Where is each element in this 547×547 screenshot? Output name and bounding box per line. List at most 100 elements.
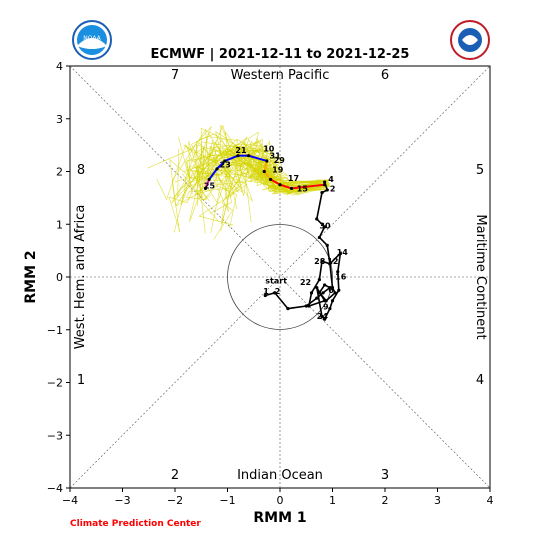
phase-label-8: 8	[77, 163, 85, 178]
forecast-point	[207, 177, 211, 182]
ensemble-member-tracks	[147, 124, 331, 240]
phase-label-6: 6	[381, 68, 389, 83]
observed-point	[330, 285, 335, 290]
forecast-point	[246, 154, 251, 158]
observed-day-label: 1	[263, 287, 269, 296]
forecast-point	[265, 159, 269, 163]
forecast-segment	[279, 183, 292, 190]
forecast-segment	[248, 154, 268, 162]
y-tick-label: 4	[56, 60, 63, 73]
y-axis-label: RMM 2	[23, 250, 39, 303]
ensemble-member-line	[197, 146, 320, 202]
forecast-point	[223, 159, 227, 163]
x-tick-label: 1	[329, 494, 336, 507]
forecast-day-label: 10	[263, 144, 275, 153]
observed-point	[328, 285, 332, 290]
observed-point	[323, 225, 327, 229]
observed-point	[323, 299, 327, 303]
ensemble-member-line	[175, 141, 322, 207]
y-tick-label: 1	[56, 218, 63, 231]
observed-day-label: 24	[317, 312, 329, 321]
forecast-point	[262, 169, 266, 174]
y-tick-label: −1	[47, 324, 63, 337]
observed-point	[315, 217, 319, 221]
observed-point	[304, 304, 308, 308]
region-label-bottom: Indian Ocean	[237, 468, 323, 483]
noaa-logo: NOAA	[72, 20, 112, 60]
observed-point	[333, 291, 337, 295]
forecast-segment	[291, 183, 325, 190]
observed-day-label: 30	[319, 221, 331, 230]
unit-circle	[227, 224, 333, 330]
observed-point	[263, 293, 267, 298]
phase-label-2: 2	[171, 468, 179, 483]
ensemble-member-line	[190, 124, 329, 191]
forecast-segment	[270, 178, 281, 186]
observed-point	[338, 251, 342, 255]
observed-point	[309, 291, 314, 295]
forecast-segment	[208, 168, 218, 181]
observed-point	[328, 262, 332, 266]
x-axis-label: RMM 1	[253, 510, 306, 526]
x-tick-label: −4	[62, 494, 78, 507]
forecast-day-label: 21	[235, 146, 247, 155]
forecast-day-label: 31	[270, 151, 282, 160]
forecast-day-label: 25	[204, 181, 216, 190]
observed-point	[337, 288, 341, 292]
observed-point	[317, 278, 321, 282]
x-tick-label: −3	[114, 494, 130, 507]
forecast-segment	[224, 154, 239, 162]
observed-day-label: 28	[314, 257, 326, 266]
x-tick-label: −1	[219, 494, 235, 507]
nws-logo	[450, 20, 490, 60]
region-label-left: West. Hem. and Africa	[73, 205, 88, 350]
x-tick-label: 0	[277, 494, 284, 507]
forecast-segment	[263, 160, 268, 172]
cpc-credit: Climate Prediction Center	[70, 519, 201, 529]
observed-day-label: start	[265, 276, 287, 285]
ensemble-member-line	[194, 164, 328, 195]
observed-point	[323, 317, 327, 321]
noaa-logo-text: NOAA	[83, 35, 101, 42]
observed-day-label: 2	[330, 185, 336, 194]
observed-day-label: 6	[328, 286, 334, 295]
phase-label-1: 1	[77, 373, 85, 388]
observed-point	[317, 235, 321, 240]
observed-point	[321, 291, 325, 295]
y-tick-label: −2	[47, 377, 63, 390]
observed-point	[320, 259, 324, 263]
forecast-day-label: 19	[272, 166, 284, 175]
forecast-point	[289, 186, 294, 190]
observed-point	[320, 191, 324, 195]
x-tick-label: 3	[434, 494, 441, 507]
forecast-segment	[216, 160, 226, 170]
forecast-day-label: 23	[220, 160, 231, 169]
x-tick-label: −2	[167, 494, 183, 507]
observed-day-label: 9	[323, 303, 329, 312]
ensemble-member-line	[147, 126, 320, 194]
observed-point	[315, 285, 319, 290]
forecast-point	[323, 183, 327, 187]
observed-point	[325, 243, 329, 247]
ensemble-member-line	[181, 127, 322, 200]
forecast-point	[203, 186, 208, 190]
y-tick-label: −4	[47, 482, 63, 495]
y-tick-label: 3	[56, 113, 63, 126]
observed-day-label: 16	[335, 273, 347, 282]
chart-title: ECMWF | 2021-12-11 to 2021-12-25	[151, 47, 410, 62]
observed-day-label: 4	[328, 175, 334, 184]
forecast-point	[268, 177, 273, 182]
x-tick-label: 2	[382, 494, 389, 507]
forecast-point	[236, 154, 240, 158]
observed-point	[328, 307, 332, 311]
observed-point	[323, 180, 327, 184]
forecast-day-label: 29	[274, 156, 286, 165]
y-tick-label: 2	[56, 166, 63, 179]
region-label-top: Western Pacific	[231, 68, 330, 83]
ensemble-member-line	[195, 144, 329, 191]
observed-point	[315, 296, 319, 300]
forecast-point	[215, 167, 219, 171]
